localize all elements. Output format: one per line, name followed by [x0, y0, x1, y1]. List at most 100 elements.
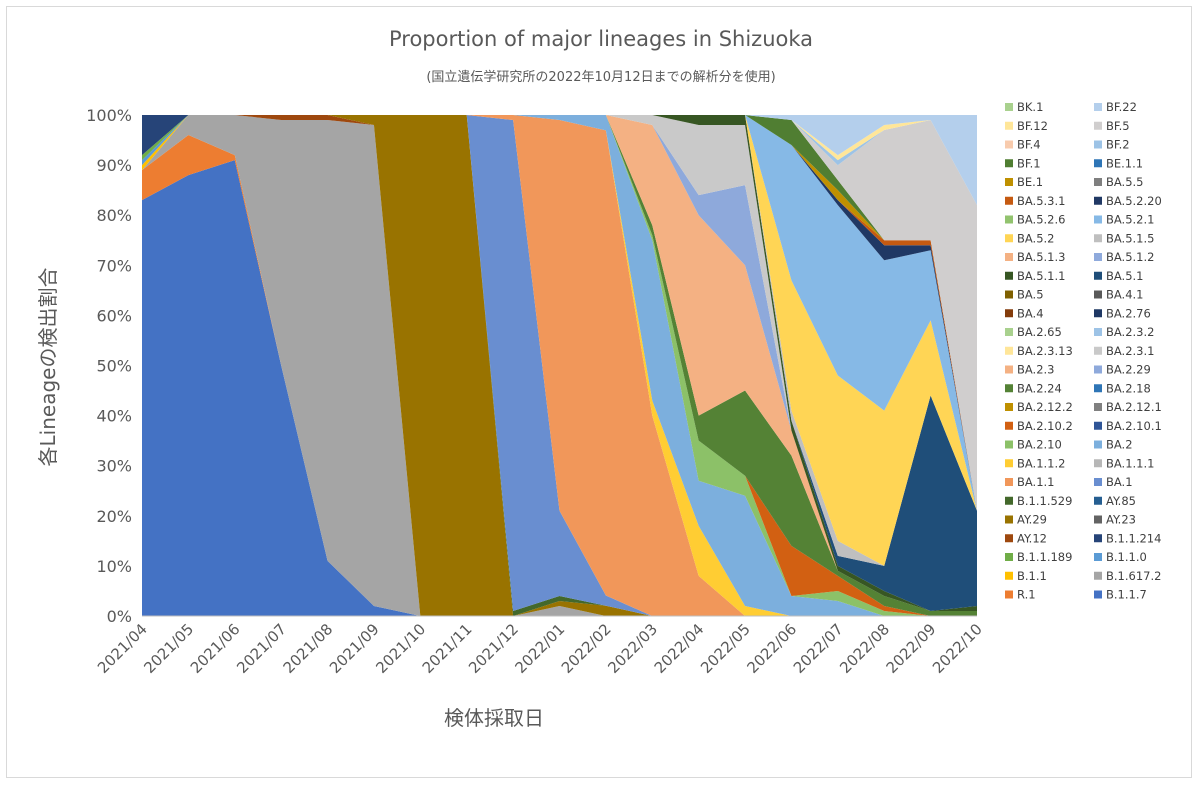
legend-swatch-BA.2.3.2 [1094, 328, 1102, 336]
legend-swatch-B.1.1.0 [1094, 553, 1102, 561]
legend-swatch-BA.2.10.2 [1005, 421, 1013, 430]
legend-label-BA.1: BA.1 [1106, 475, 1133, 489]
legend-label-AY.29: AY.29 [1017, 513, 1047, 527]
legend-swatch-B.1.1.189 [1005, 553, 1013, 561]
legend-swatch-AY.29 [1005, 515, 1013, 524]
legend-label-BA.2.12.2: BA.2.12.2 [1017, 400, 1073, 414]
legend-label-BA.1.1.1: BA.1.1.1 [1106, 456, 1154, 470]
y-axis-ticks: 0% 10% 20% 30% 40% 50% 60% 70% 80% 90% 100% [86, 106, 132, 626]
legend-label-B.1.617.2: B.1.617.2 [1106, 569, 1161, 583]
legend-label-BA.2.3.13: BA.2.3.13 [1017, 344, 1073, 358]
legend-swatch-BA.4.1 [1094, 290, 1102, 299]
legend-label-BA.5.5: BA.5.5 [1106, 175, 1144, 189]
legend-label-BA.2.10: BA.2.10 [1017, 438, 1062, 452]
x-tick-label: 2022/06 [743, 620, 800, 677]
legend-label-BA.2.18: BA.2.18 [1106, 381, 1151, 395]
legend-label-BF.1: BF.1 [1017, 156, 1041, 170]
x-tick-label: 2021/07 [233, 620, 290, 677]
x-tick-label: 2022/10 [929, 620, 986, 677]
legend-swatch-BK.1 [1005, 103, 1013, 111]
legend-label-B.1.1.0: B.1.1.0 [1106, 550, 1147, 564]
x-tick-label: 2021/11 [419, 620, 476, 677]
legend-swatch-BA.5.1.1 [1005, 271, 1013, 280]
legend-label-BA.2.3: BA.2.3 [1017, 363, 1055, 377]
x-tick-label: 2021/06 [187, 620, 244, 677]
legend-swatch-BF.4 [1005, 140, 1013, 149]
y-tick-label: 40% [96, 407, 132, 426]
area-series-BA.1 [142, 115, 977, 616]
legend-label-BA.2.3.1: BA.2.3.1 [1106, 344, 1154, 358]
area-series-group [142, 115, 977, 617]
legend-label-BF.2: BF.2 [1106, 138, 1130, 152]
x-axis-ticks: 2021/042021/052021/062021/072021/082021/… [94, 620, 986, 677]
legend-swatch-BA.1 [1094, 478, 1102, 486]
legend-label-B.1.1: B.1.1 [1017, 569, 1047, 583]
legend-label-BE.1.1: BE.1.1 [1106, 156, 1143, 170]
legend-swatch-B.1.1.7 [1094, 590, 1102, 599]
legend-swatch-BF.2 [1094, 140, 1102, 149]
legend-swatch-BA.2.3.1 [1094, 346, 1102, 355]
legend-label-AY.85: AY.85 [1106, 494, 1136, 508]
legend-label-BA.2.12.1: BA.2.12.1 [1106, 400, 1162, 414]
legend-swatch-BA.2 [1094, 440, 1102, 449]
legend-label-BA.5.2.20: BA.5.2.20 [1106, 194, 1162, 208]
x-tick-label: 2022/07 [790, 620, 847, 677]
legend-swatch-BE.1 [1005, 178, 1013, 186]
legend-label-BA.2: BA.2 [1106, 438, 1133, 452]
legend-swatch-BA.2.65 [1005, 328, 1013, 336]
x-tick-label: 2021/09 [326, 620, 383, 677]
legend-label-BA.2.10.1: BA.2.10.1 [1106, 419, 1162, 433]
legend-label-B.1.1.189: B.1.1.189 [1017, 550, 1072, 564]
y-tick-label: 30% [96, 457, 132, 476]
legend-label-BA.4: BA.4 [1017, 306, 1044, 320]
x-tick-label: 2021/04 [94, 620, 151, 677]
legend-swatch-BA.2.10.1 [1094, 421, 1102, 430]
area-series-BF.12 [142, 115, 977, 206]
legend-swatch-B.1.1.214 [1094, 534, 1102, 543]
legend-label-B.1.1.7: B.1.1.7 [1106, 588, 1147, 602]
legend-swatch-AY.23 [1094, 515, 1102, 524]
y-tick-label: 80% [96, 206, 132, 225]
legend-swatch-B.1.1 [1005, 571, 1013, 580]
stacked-area-chart: Proportion of major lineages in Shizuoka… [36, 27, 1162, 730]
legend-label-BA.2.10.2: BA.2.10.2 [1017, 419, 1073, 433]
x-tick-label: 2021/05 [140, 620, 197, 677]
legend-swatch-BA.4 [1005, 309, 1013, 318]
legend-label-BA.5.2: BA.5.2 [1017, 231, 1055, 245]
legend-swatch-BA.5.3.1 [1005, 196, 1013, 205]
legend-swatch-BA.2.3.13 [1005, 346, 1013, 355]
y-tick-label: 60% [96, 306, 132, 325]
y-tick-label: 10% [96, 557, 132, 576]
x-tick-label: 2022/02 [558, 620, 615, 677]
legend-swatch-BA.5.1.5 [1094, 234, 1102, 243]
legend-swatch-BF.22 [1094, 103, 1102, 111]
x-tick-label: 2021/08 [280, 620, 337, 677]
chart-subtitle: (国立遺伝学研究所の2022年10月12日までの解析分を使用) [426, 69, 775, 85]
legend-swatch-BA.2.18 [1094, 384, 1102, 393]
legend-label-BF.22: BF.22 [1106, 100, 1137, 114]
legend-swatch-BA.2.12.2 [1005, 403, 1013, 411]
legend-label-BK.1: BK.1 [1017, 100, 1043, 114]
x-tick-label: 2022/04 [651, 620, 708, 677]
legend-swatch-BA.5.2 [1005, 234, 1013, 243]
legend-swatch-BA.5.2.20 [1094, 196, 1102, 205]
legend-swatch-BA.5.1.3 [1005, 253, 1013, 261]
legend-label-BA.2.3.2: BA.2.3.2 [1106, 325, 1154, 339]
area-series-BA.2.24 [142, 115, 977, 616]
legend-label-AY.23: AY.23 [1106, 513, 1136, 527]
y-tick-label: 90% [96, 156, 132, 175]
legend-swatch-BF.12 [1005, 121, 1013, 130]
legend-label-BA.5.2.6: BA.5.2.6 [1017, 213, 1065, 227]
legend-swatch-R.1 [1005, 590, 1013, 599]
area-series-BA.5.1 [142, 115, 977, 611]
legend-swatch-BA.2.76 [1094, 309, 1102, 318]
legend-swatch-BA.2.24 [1005, 384, 1013, 393]
legend-swatch-BA.5.1 [1094, 271, 1102, 280]
x-axis-title: 検体採取日 [444, 706, 544, 730]
legend-label-BA.2.24: BA.2.24 [1017, 381, 1062, 395]
legend-swatch-BF.1 [1005, 159, 1013, 168]
legend-swatch-BF.5 [1094, 121, 1102, 130]
legend-label-BF.12: BF.12 [1017, 119, 1048, 133]
x-tick-label: 2022/03 [604, 620, 661, 677]
legend-swatch-BA.5.2.6 [1005, 215, 1013, 224]
